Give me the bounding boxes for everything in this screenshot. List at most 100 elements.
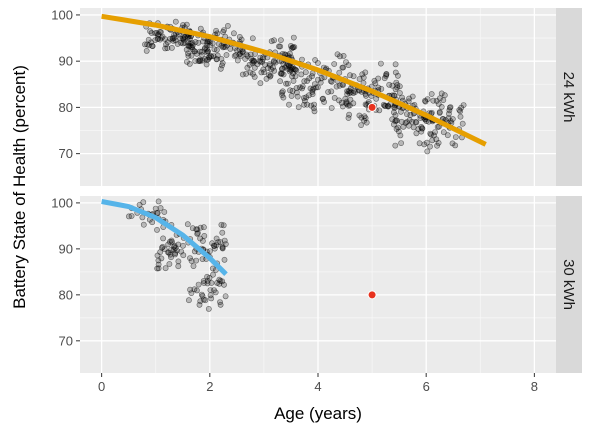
data-point	[304, 101, 310, 108]
y-tick-label: 80	[59, 100, 73, 115]
data-point	[434, 142, 440, 149]
data-point	[187, 286, 193, 293]
y-tick-label: 70	[59, 146, 73, 161]
data-point	[185, 297, 192, 304]
data-point	[295, 104, 302, 111]
data-point	[168, 45, 175, 51]
data-point	[327, 78, 334, 84]
data-point	[328, 105, 335, 111]
highlight-point	[367, 102, 377, 112]
data-point	[157, 36, 164, 43]
facet-strip-label: 30 kWh	[560, 259, 577, 310]
data-point	[320, 95, 326, 102]
data-point	[413, 119, 420, 126]
data-point	[213, 56, 220, 62]
data-point	[457, 113, 464, 120]
data-point	[212, 289, 219, 296]
data-point	[441, 92, 448, 99]
data-point	[325, 89, 331, 95]
data-point	[307, 85, 314, 92]
trend-line	[101, 199, 228, 276]
data-point	[202, 297, 209, 304]
data-point	[286, 101, 292, 108]
data-point	[277, 78, 283, 85]
data-point	[168, 237, 175, 244]
data-point	[460, 102, 467, 108]
data-point	[246, 61, 253, 68]
data-point	[409, 93, 416, 100]
data-point	[183, 58, 190, 65]
data-point	[424, 148, 431, 155]
data-point	[196, 48, 203, 55]
data-point	[331, 95, 338, 101]
data-point	[459, 120, 466, 127]
data-point	[234, 47, 240, 54]
data-point	[452, 134, 459, 140]
data-point	[155, 31, 162, 37]
data-point	[280, 61, 287, 67]
data-point	[317, 79, 324, 86]
data-point	[170, 37, 177, 44]
data-point	[209, 240, 215, 247]
data-point	[438, 90, 445, 97]
data-point	[140, 221, 147, 228]
data-point	[154, 226, 160, 233]
data-point	[180, 242, 186, 249]
data-point	[298, 71, 305, 78]
data-point	[290, 78, 297, 84]
data-point	[271, 67, 278, 74]
data-point	[278, 89, 285, 96]
data-point	[192, 58, 199, 64]
data-point	[287, 66, 294, 73]
data-point	[234, 57, 241, 64]
y-axis-title: Battery State of Health (percent)	[10, 65, 29, 309]
data-point	[193, 257, 200, 264]
data-point	[197, 235, 203, 242]
data-point	[243, 51, 250, 58]
data-point	[403, 111, 410, 117]
data-point	[336, 69, 343, 76]
data-point	[358, 114, 365, 121]
data-point	[406, 117, 413, 123]
data-point	[185, 34, 192, 40]
data-point	[290, 44, 297, 51]
data-point	[224, 22, 231, 29]
highlight-point	[367, 290, 377, 300]
data-point	[178, 248, 185, 255]
data-point	[440, 97, 447, 103]
data-point	[294, 93, 301, 100]
facet-panel-30kwh: 70 80 90 100 30 kWh	[51, 195, 582, 373]
data-point	[214, 30, 221, 37]
data-point	[140, 199, 147, 206]
data-point	[390, 109, 397, 116]
data-point	[286, 68, 293, 75]
data-point	[186, 61, 193, 67]
data-point	[155, 198, 162, 205]
data-point	[277, 37, 284, 43]
data-point	[145, 36, 152, 43]
data-point	[378, 86, 385, 92]
data-point	[350, 90, 357, 96]
data-point	[415, 126, 422, 132]
data-point	[223, 52, 230, 58]
data-point	[373, 95, 380, 102]
data-point	[405, 98, 412, 105]
data-point	[172, 18, 179, 25]
y-tick-label: 100	[51, 195, 73, 210]
data-point	[207, 42, 214, 49]
x-tick-label: 0	[98, 379, 105, 394]
data-point	[221, 237, 228, 244]
data-point	[340, 64, 347, 71]
data-point	[336, 97, 342, 104]
data-point	[416, 140, 423, 147]
data-point	[283, 80, 289, 87]
data-point	[302, 69, 309, 76]
data-point	[165, 241, 172, 248]
data-point	[198, 52, 205, 58]
data-point	[249, 60, 256, 66]
data-point	[154, 209, 161, 216]
data-point	[423, 139, 430, 146]
data-point	[429, 137, 436, 144]
data-point	[358, 122, 364, 128]
data-point	[207, 287, 214, 293]
